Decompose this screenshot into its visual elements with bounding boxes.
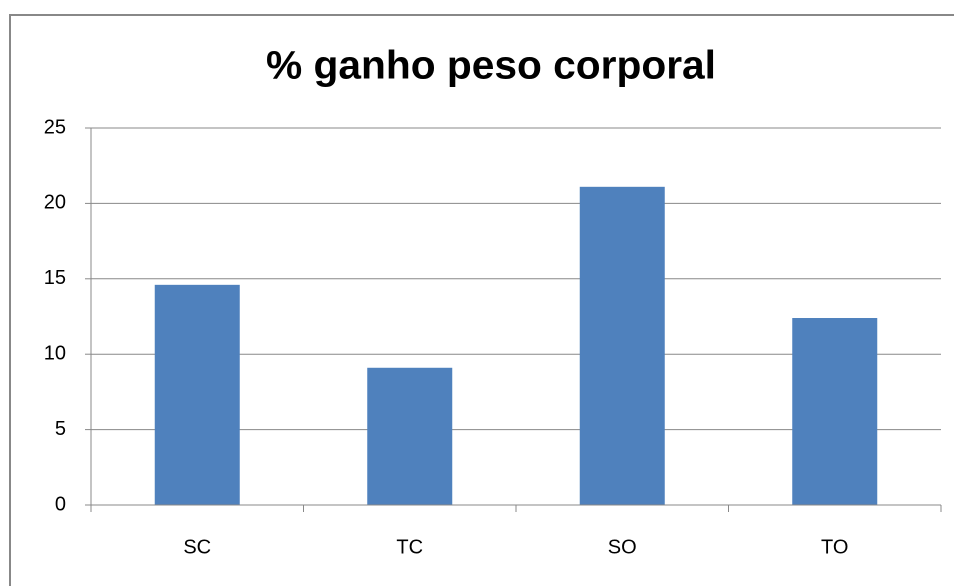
y-tick-label: 10 xyxy=(44,342,66,364)
y-tick-label: 0 xyxy=(55,493,66,515)
y-tick-label: 15 xyxy=(44,267,66,289)
chart-title: % ganho peso corporal xyxy=(266,44,716,88)
x-tick-label: TO xyxy=(821,536,848,558)
x-tick-label: SO xyxy=(608,536,637,558)
y-tick-label: 25 xyxy=(44,116,66,138)
y-tick-label: 20 xyxy=(44,192,66,214)
bar xyxy=(154,284,240,505)
bar xyxy=(367,367,453,505)
bar xyxy=(579,186,665,505)
x-tick-label: TC xyxy=(396,536,423,558)
bar xyxy=(792,318,878,505)
y-tick-label: 5 xyxy=(55,418,66,440)
x-tick-label: SC xyxy=(183,536,211,558)
